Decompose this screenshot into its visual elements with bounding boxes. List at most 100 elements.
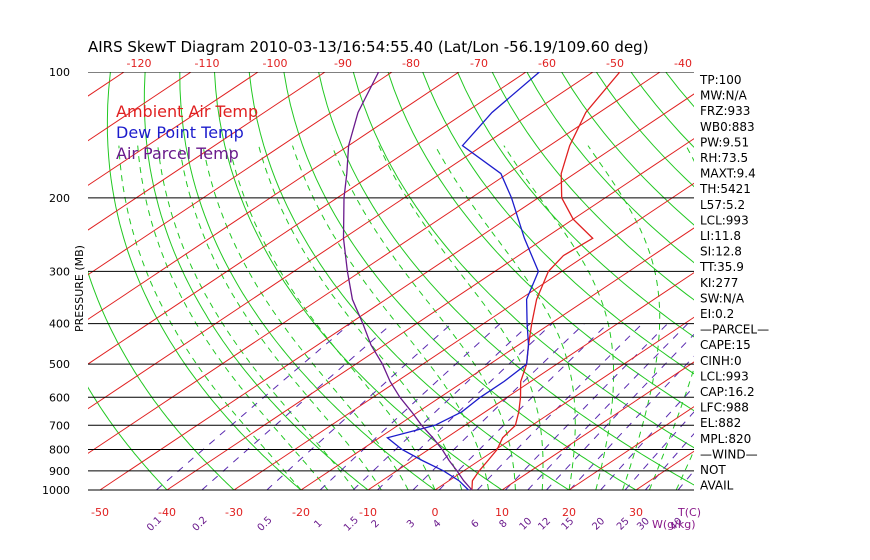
series-line-1 (471, 72, 621, 491)
dry-adiabat-line (387, 72, 694, 412)
index-label: LCL:993 (700, 213, 749, 227)
index-label: EL:882 (700, 416, 741, 430)
bottom-temp-tick-label: 30 (629, 506, 643, 519)
moist-adiabat-line (137, 145, 329, 491)
dry-adiabat-line (88, 270, 235, 491)
pressure-tick-labels: 100 200 300 400 500 600 700 800 900 1000 (42, 66, 70, 497)
isotherm-line (99, 93, 694, 491)
bottom-temp-tick-label: -40 (158, 506, 176, 519)
dry-adiabat-line (422, 72, 694, 375)
isotherm-line (166, 138, 694, 491)
mixing-ratio-tick-label: 10 (518, 516, 535, 533)
mixing-ratio-tick-label: 3 (405, 518, 417, 530)
isotherm-line (88, 72, 326, 231)
index-label: PW:9.51 (700, 135, 749, 149)
dry-adiabat-line (88, 386, 168, 491)
pressure-tick-label: 800 (49, 443, 70, 456)
moist-adiabats (118, 145, 694, 491)
top-temp-tick-label: -90 (334, 57, 352, 70)
pressure-tick-label: 700 (49, 419, 70, 432)
index-label: —PARCEL— (700, 323, 769, 337)
dry-adiabat-line (283, 72, 637, 491)
dry-adiabat-line (106, 72, 302, 491)
mixing-ratio-unit-label: W(g/kg) (652, 518, 696, 531)
isotherm-line (88, 72, 393, 276)
top-temp-tick-label: -110 (195, 57, 220, 70)
dry-adiabat-line (735, 72, 870, 490)
index-label: L57:5.2 (700, 198, 745, 212)
moist-adiabat-line (202, 145, 409, 491)
chart-legend: Ambient Air Temp Dew Point Temp Air Parcel… (116, 102, 258, 163)
dry-adiabat-line (491, 72, 694, 301)
series-line-3 (342, 72, 473, 491)
pressure-tick-label: 500 (49, 358, 70, 371)
moist-adiabat-line (228, 145, 436, 491)
mixing-ratio-tick-label: 0.5 (256, 515, 275, 534)
bottom-temp-tick-label: -10 (359, 506, 377, 519)
isotherm-line (501, 361, 694, 491)
series-line-2 (385, 72, 540, 491)
dry-adiabat-line (318, 72, 694, 486)
isotherm-line (568, 406, 694, 491)
dry-adiabat-line (630, 72, 694, 148)
index-label: EI:0.2 (700, 307, 734, 321)
top-temp-tick-label: -50 (606, 57, 624, 70)
index-label: TT:35.9 (699, 260, 744, 274)
moist-adiabat-line (587, 145, 661, 491)
index-label: NOT (700, 463, 726, 477)
isotherm-line (300, 227, 694, 491)
pressure-tick-label: 400 (49, 318, 70, 331)
moist-adiabat-line (434, 145, 576, 491)
mixing-ratio-tick-label: 12 (536, 516, 553, 533)
isotherm-line (88, 72, 527, 365)
isotherm-line (635, 450, 694, 491)
index-label: WB0:883 (700, 120, 755, 134)
index-label: MPL:820 (700, 432, 751, 446)
chart-title: AIRS SkewT Diagram 2010-03-13/16:54:55.4… (88, 38, 649, 56)
top-temp-tick-label: -70 (470, 57, 488, 70)
index-label: MAXT:9.4 (700, 167, 756, 181)
dry-adiabat-line (805, 72, 870, 490)
mixing-ratio-line (156, 323, 351, 491)
mixing-ratio-tick-label: 0.2 (191, 515, 210, 534)
mixing-ratio-line (527, 323, 689, 491)
top-temp-tick-label: -120 (127, 57, 152, 70)
dry-adiabat-line (665, 72, 694, 108)
pressure-tick-label: 100 (49, 66, 70, 79)
mixing-ratio-tick-label: 2 (370, 518, 382, 530)
pressure-tick-label: 900 (49, 465, 70, 478)
legend-entry: Air Parcel Temp (116, 144, 239, 163)
mixing-ratio-line (505, 323, 668, 491)
isotherm-line (88, 72, 259, 186)
top-temp-tick-label: -100 (263, 57, 288, 70)
isotherm-line (770, 72, 870, 490)
top-temp-tick-label: -60 (538, 57, 556, 70)
pressure-tick-label: 300 (49, 265, 70, 278)
index-label: CINH:0 (700, 354, 742, 368)
legend-entry: Dew Point Temp (116, 123, 244, 142)
legend-entry: Ambient Air Temp (116, 102, 258, 121)
top-temp-tick-label: -40 (674, 57, 692, 70)
bottom-temp-tick-label: 20 (562, 506, 576, 519)
moist-adiabat-line (258, 145, 463, 491)
dry-adiabat-line (352, 72, 694, 449)
mixing-ratio-tick-label: 6 (469, 518, 481, 530)
index-label: SW:N/A (700, 291, 745, 305)
isotherm-line (434, 316, 694, 491)
moist-adiabat-line (292, 145, 490, 491)
bottom-temp-tick-label: 0 (432, 506, 439, 519)
top-temperature-tick-labels: -120 -110 -100 -90 -80 -70 -60 -50 -40 (127, 57, 692, 70)
moist-adiabat-line (331, 145, 516, 490)
bottom-temp-tick-label: -50 (91, 506, 109, 519)
index-label: LI:11.8 (700, 229, 741, 243)
index-label: SI:12.8 (700, 245, 742, 259)
dry-adiabat-line (179, 72, 436, 491)
moist-adiabat-line (118, 145, 302, 491)
moist-adiabat-line (157, 145, 355, 491)
isobars (88, 72, 694, 491)
index-label: TP:100 (699, 73, 742, 87)
index-label: LFC:988 (700, 401, 749, 415)
bottom-temp-tick-label: -20 (292, 506, 310, 519)
index-label: MW:N/A (700, 89, 748, 103)
